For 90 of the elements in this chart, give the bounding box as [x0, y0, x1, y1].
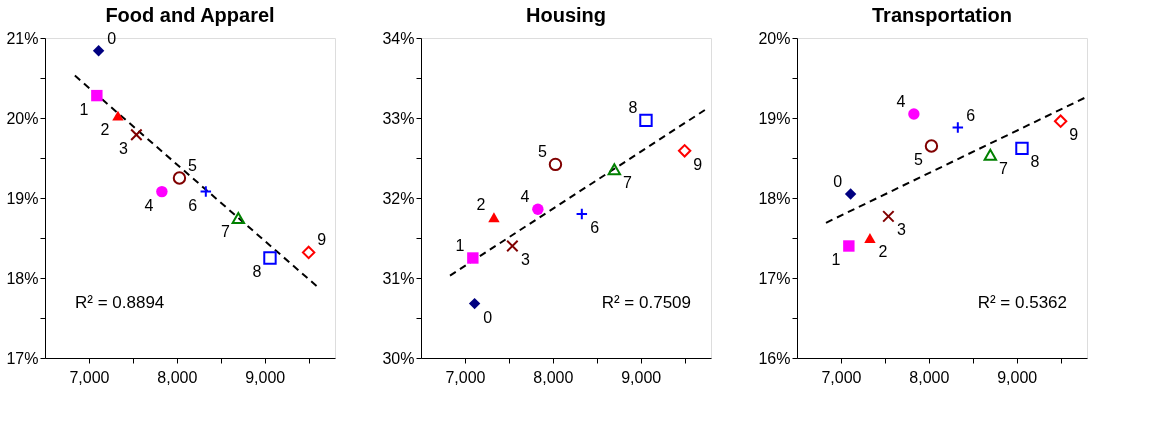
y-tick-label: 34%	[382, 29, 415, 47]
series-label: 8	[1030, 153, 1040, 171]
point	[467, 252, 479, 264]
point	[112, 110, 124, 121]
x-tick-label: 7,000	[445, 368, 486, 386]
point	[506, 239, 519, 253]
x-tick-label: 7,000	[821, 368, 862, 386]
y-tick-label: 20%	[758, 29, 791, 47]
series-label: 1	[455, 237, 465, 254]
point	[172, 171, 187, 185]
point	[1015, 141, 1029, 156]
point	[844, 188, 857, 200]
chart-title: Food and Apparel	[105, 4, 275, 26]
series-label: 6	[188, 196, 198, 214]
series-label: 9	[693, 155, 703, 173]
y-tick-label: 31%	[382, 269, 415, 287]
x-tick-label: 8,000	[533, 368, 574, 386]
point	[199, 185, 213, 198]
point	[924, 139, 939, 153]
series-label: 0	[833, 173, 843, 190]
series-label: 8	[628, 99, 638, 117]
x-tick-label: 9,000	[997, 368, 1038, 386]
x-tick-label: 8,000	[157, 368, 198, 386]
point	[468, 297, 481, 310]
y-tick-label: 33%	[382, 109, 415, 127]
annotation: R² = 0.7509	[601, 293, 691, 312]
y-tick-label: 20%	[6, 109, 39, 127]
y-tick-label: 32%	[382, 189, 415, 207]
y-tick-label: 30%	[382, 349, 415, 367]
series-label: 3	[118, 139, 128, 157]
y-tick-label: 21%	[6, 29, 39, 47]
series-label: 7	[998, 159, 1008, 177]
x-tick-label: 7,000	[69, 368, 110, 386]
chart-title: Housing	[526, 4, 606, 26]
point	[882, 210, 895, 223]
point	[951, 121, 965, 134]
point	[864, 233, 876, 243]
point	[639, 113, 653, 128]
y-tick-label: 18%	[758, 189, 791, 207]
x-tick-label: 9,000	[621, 368, 662, 386]
series-label: 9	[317, 231, 327, 249]
series-label: 3	[896, 221, 906, 239]
point	[92, 45, 105, 57]
point	[532, 203, 544, 215]
series-label: 9	[1069, 126, 1079, 144]
series-label: 2	[100, 120, 110, 138]
series-label: 3	[520, 251, 530, 268]
point	[488, 212, 500, 223]
point	[677, 144, 692, 158]
point	[301, 245, 316, 260]
series-label: 6	[966, 106, 976, 124]
series-label: 2	[476, 196, 486, 214]
series-label: 4	[896, 93, 906, 110]
series-label: 5	[914, 151, 923, 168]
point	[91, 89, 103, 102]
point	[156, 185, 168, 198]
point	[1053, 114, 1068, 128]
x-tick-label: 9,000	[245, 368, 286, 386]
series-label: 0	[483, 308, 493, 326]
annotation: R² = 0.8894	[75, 293, 165, 312]
y-tick-label: 18%	[6, 269, 39, 287]
annotation: R² = 0.5362	[977, 293, 1067, 312]
y-tick-label: 16%	[758, 349, 791, 367]
point	[231, 212, 246, 224]
series-label: 7	[220, 223, 230, 240]
series-label: 8	[252, 263, 262, 280]
y-tick-label: 19%	[758, 109, 791, 127]
series-label: 6	[590, 219, 600, 236]
point	[575, 207, 589, 221]
y-tick-label: 17%	[758, 269, 791, 287]
point	[130, 128, 143, 142]
point	[908, 108, 920, 120]
y-tick-label: 19%	[6, 189, 39, 207]
point	[983, 148, 998, 161]
series-label: 4	[520, 188, 530, 206]
series-label: 1	[79, 100, 89, 118]
point	[843, 240, 855, 252]
y-tick-label: 17%	[6, 349, 39, 367]
series-label: 4	[144, 196, 154, 214]
chart-title: Transportation	[871, 4, 1013, 26]
x-tick-label: 8,000	[909, 368, 950, 386]
series-label: 5	[538, 143, 547, 161]
series-label: 7	[622, 174, 632, 192]
series-label: 2	[878, 243, 888, 260]
series-label: 0	[107, 29, 117, 47]
point	[607, 163, 622, 176]
series-label: 5	[188, 157, 197, 174]
point	[548, 157, 563, 172]
point	[263, 251, 277, 265]
series-label: 1	[831, 251, 841, 268]
